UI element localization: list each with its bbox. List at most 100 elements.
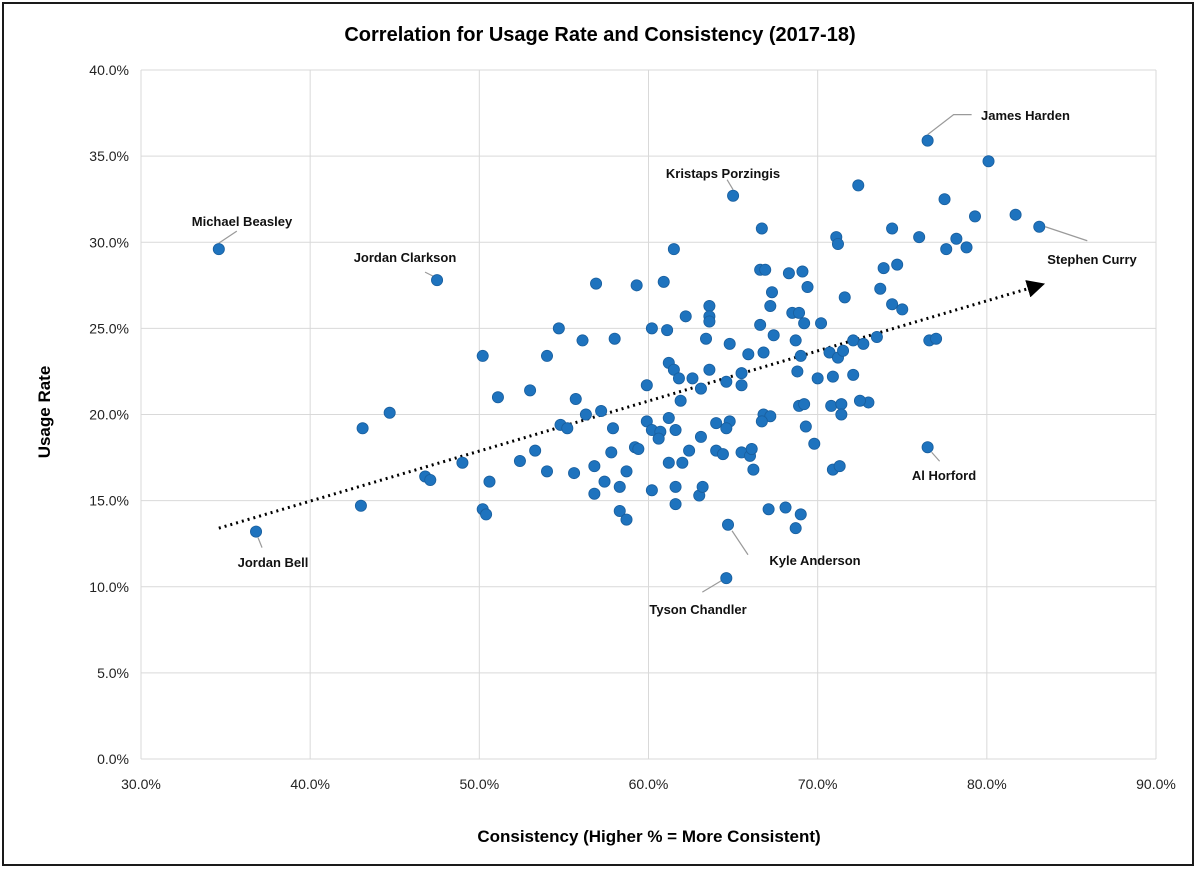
x-tick-label: 40.0% [290,776,330,792]
data-point [793,306,806,319]
x-tick-label: 90.0% [1136,776,1176,792]
data-point [661,324,674,337]
data-point [568,467,581,480]
data-point [811,372,824,385]
annotation-label: James Harden [981,108,1070,123]
y-tick-label: 25.0% [89,320,129,336]
data-point [791,365,804,378]
data-point [662,456,675,469]
leader-line [218,230,238,244]
data-point [491,391,504,404]
data-point [606,422,619,435]
data-point [645,322,658,335]
data-point [667,243,680,256]
data-point [960,241,973,254]
data-point [716,448,729,461]
trendline [218,280,1046,530]
gridlines [140,69,1157,760]
data-point [799,420,812,433]
data-point [755,222,768,235]
y-tick-label: 10.0% [89,579,129,595]
data-point [930,332,943,345]
data-point [745,442,758,455]
annotation-label: Jordan Clarkson [354,250,457,265]
data-point [798,398,811,411]
data-point [579,408,592,421]
data-point [608,332,621,345]
data-point [250,525,263,538]
leader-line [1045,226,1088,242]
annotation-label: Michael Beasley [192,214,293,229]
data-point [940,243,953,256]
data-point [847,334,860,347]
y-axis-title: Usage Rate [35,366,54,459]
data-point [950,232,963,245]
annotation-label: Tyson Chandler [649,602,746,617]
data-point [794,349,807,362]
data-point [703,363,716,376]
leader-line [927,114,972,136]
data-point [874,282,887,295]
data-point [620,513,633,526]
data-point [569,392,582,405]
data-point [703,315,716,328]
data-point [529,444,542,457]
data-point [640,379,653,392]
y-tick-label: 0.0% [97,751,129,767]
data-point [483,475,496,488]
chart-title: Correlation for Usage Rate and Consisten… [344,24,855,46]
data-point [672,372,685,385]
leader-line [702,579,723,593]
scatter-chart: 0.0% 5.0% 10.0% 15.0% 20.0% 25.0% 30.0% 35.0% 40… [35,24,1176,846]
data-point [700,332,713,345]
y-tick-label: 5.0% [97,665,129,681]
data-point [674,394,687,407]
data-point [541,349,554,362]
data-point [968,210,981,223]
data-point [513,455,526,468]
data-point [652,432,665,445]
data-point [762,503,775,516]
data-point [825,399,838,412]
data-point [431,274,444,287]
data-point [1009,208,1022,221]
leader-line [424,271,434,277]
data-point [759,263,772,276]
data-point [808,437,821,450]
data-point [590,277,603,290]
data-point [720,375,733,388]
data-point [765,286,778,299]
data-point [613,504,626,517]
data-point [789,334,802,347]
data-point [480,508,493,521]
data-point [853,394,866,407]
data-point [541,465,554,478]
data-point [835,408,848,421]
x-tick-label: 50.0% [459,776,499,792]
data-point [794,508,807,521]
data-point [815,317,828,330]
data-point [896,303,909,316]
annotation-label: Stephen Curry [1047,252,1137,267]
data-point [782,267,795,280]
leader-line [731,530,749,556]
annotation-label: Kristaps Porzingis [666,166,780,181]
data-point [524,384,537,397]
data-point [620,465,633,478]
y-tick-label: 15.0% [89,493,129,509]
data-point [354,499,367,512]
leader-line [931,451,941,462]
data-point [754,318,767,331]
data-point [710,417,723,430]
data-point [852,179,865,192]
data-point [779,501,792,514]
data-point [723,337,736,350]
y-tick-label: 40.0% [89,62,129,78]
data-point [847,368,860,381]
data-point [588,460,601,473]
trendline-layer [218,280,1046,530]
data-point [383,406,396,419]
x-tick-label: 80.0% [967,776,1007,792]
data-point [857,337,870,350]
